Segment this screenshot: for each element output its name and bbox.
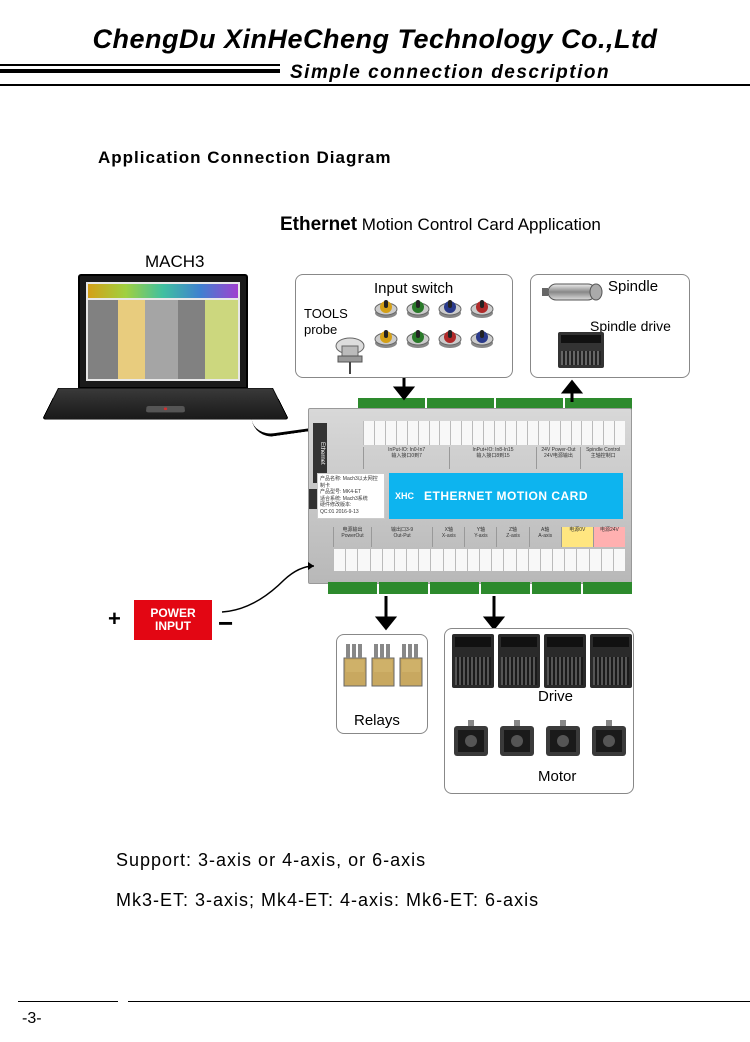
- arrow-card-to-relays: [374, 596, 398, 632]
- card-terminals-bottom: [328, 582, 632, 594]
- relays-icons: [342, 644, 424, 688]
- support-line-2: Mk3-ET: 3-axis; Mk4-ET: 4-axis: Mk6-ET: …: [116, 890, 539, 911]
- laptop-screen: [78, 274, 248, 389]
- probe-icon: [332, 334, 368, 374]
- label-tools-probe: TOOLSprobe: [304, 306, 348, 337]
- subtitle-underline: [0, 84, 750, 86]
- label-relays: Relays: [354, 712, 400, 729]
- minus-symbol: −: [218, 608, 233, 639]
- spindle-drive-icon: [558, 332, 604, 368]
- label-mach3: MACH3: [145, 252, 205, 272]
- section-title: Application Connection Diagram: [98, 148, 392, 168]
- card-body: Ethernet InPut-IO: In0-In7输入接口0到7 InPut+…: [308, 408, 632, 584]
- label-motor: Motor: [538, 768, 576, 785]
- power-input-box: POWERINPUT: [134, 600, 212, 640]
- arrow-card-to-drive: [482, 596, 506, 632]
- card-title: ETHERNET MOTION CARD: [424, 489, 588, 503]
- footer-line-2: [128, 1001, 750, 1003]
- spindle-icon: [542, 280, 604, 304]
- company-title: ChengDu XinHeCheng Technology Co.,Ltd: [0, 24, 750, 55]
- label-spindle: Spindle: [608, 278, 658, 295]
- power-port: [309, 489, 317, 509]
- arrow-inputs-to-card: [392, 378, 416, 402]
- card-top-labels: InPut-IO: In0-In7输入接口0到7 InPut+IO: In8-I…: [363, 447, 625, 469]
- label-drive: Drive: [538, 688, 573, 705]
- support-line-1: Support: 3-axis or 4-axis, or 6-axis: [116, 850, 426, 871]
- motor-icons: [450, 720, 630, 764]
- laptop: [58, 274, 273, 439]
- card-blue-strip: XHC ETHERNET MOTION CARD: [389, 473, 623, 519]
- page-number: -3-: [22, 1010, 42, 1028]
- rotary-switches: [372, 294, 498, 352]
- motion-card: Ethernet InPut-IO: In0-In7输入接口0到7 InPut+…: [308, 398, 632, 594]
- app-title: Ethernet Motion Control Card Application: [280, 214, 601, 236]
- card-info-box: 产品名称: Mach3以太网控制卡 产品型号: MK4-ET 适合系统: Mac…: [317, 473, 385, 519]
- drive-icons: [452, 634, 632, 688]
- subtitle: Simple connection description: [290, 62, 610, 84]
- arrow-spindle-to-card: [560, 378, 584, 402]
- subtitle-bar: Simple connection description: [0, 62, 750, 86]
- card-bottom-labels: 电源输出PowerOut 输出口3-9Out-Put X轴X-axis Y轴Y-…: [333, 527, 625, 547]
- plus-symbol: +: [108, 606, 121, 632]
- card-logo: XHC: [395, 491, 414, 501]
- footer-line: [18, 1001, 118, 1003]
